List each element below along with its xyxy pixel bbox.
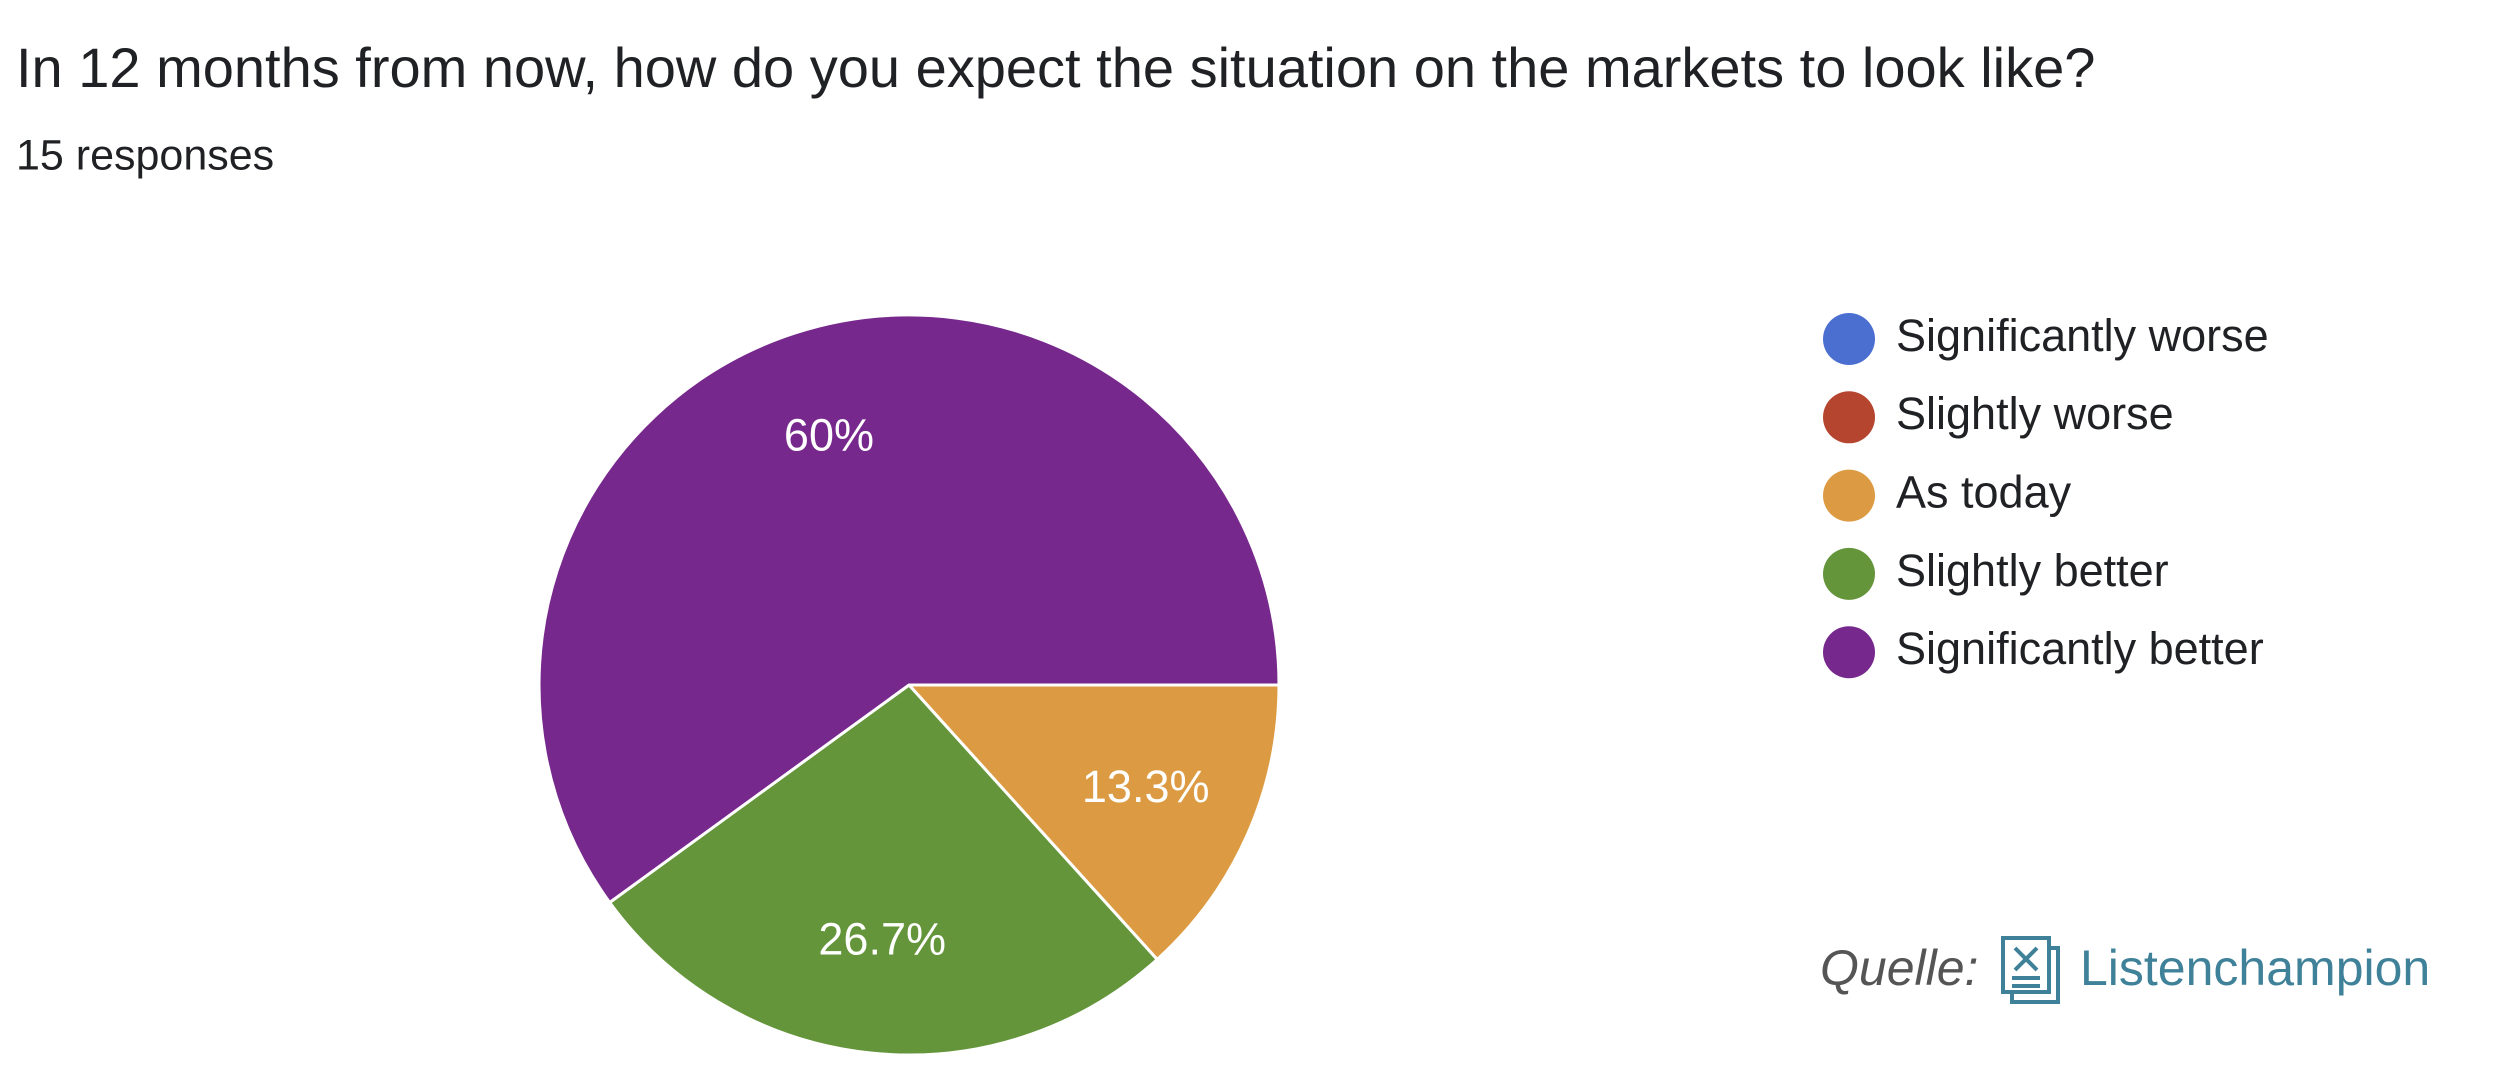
source-name: Listenchampion [2080, 940, 2430, 996]
data-label: 60% [784, 410, 874, 461]
pie-slice [905, 683, 1281, 962]
source-label: Quelle: [1820, 940, 1978, 996]
legend-marker [1823, 547, 1875, 600]
legend-label: As today [1896, 466, 2072, 517]
legend-marker [1823, 313, 1875, 365]
legend-marker [1823, 626, 1875, 679]
pie-slice [607, 682, 1160, 1057]
chart-subtitle: 15 responses [16, 131, 274, 179]
legend-marker [1823, 391, 1875, 444]
legend-label: Slightly worse [1896, 388, 2174, 439]
pie-slice [537, 313, 1281, 905]
legend-label: Significantly worse [1896, 310, 2269, 361]
data-label: 26.7% [818, 914, 946, 965]
legend-label: Significantly better [1896, 623, 2264, 674]
chart-title: In 12 months from now, how do you expect… [16, 36, 2095, 99]
legend-label: Slightly better [1896, 545, 2169, 596]
source-icon [2001, 936, 2060, 1004]
data-label: 13.3% [1082, 761, 1210, 812]
legend-marker [1823, 469, 1875, 522]
